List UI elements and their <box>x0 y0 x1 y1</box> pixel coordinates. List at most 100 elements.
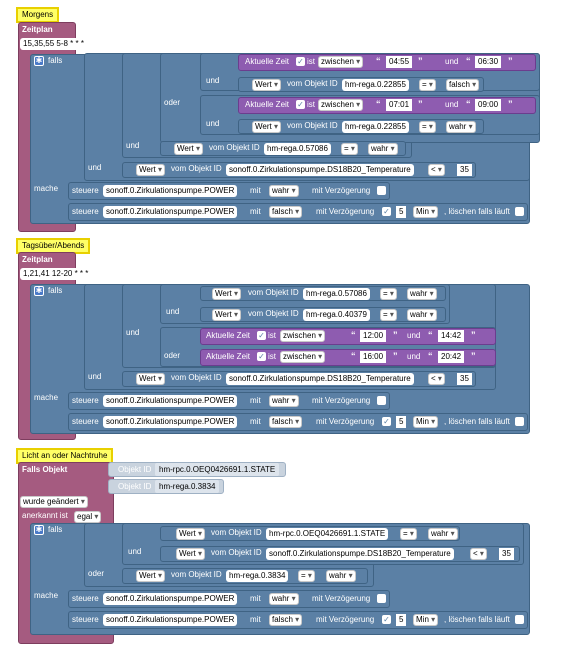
falls-label: falls <box>48 56 63 65</box>
object-id-field[interactable]: sonoff.0.Zirkulationspumpe.POWER <box>103 206 238 218</box>
unit-dropdown[interactable]: Min <box>413 614 439 626</box>
object-id-value[interactable]: hm-rpc.0.OEQ0426691.1.STATE <box>155 463 280 476</box>
value-dropdown[interactable]: wahr <box>269 593 299 605</box>
checkbox[interactable]: ✓ <box>257 352 266 361</box>
value-dropdown[interactable]: wahr <box>368 143 398 155</box>
object-id-field[interactable]: hm-rega.0.40379 <box>303 309 370 321</box>
gear-icon[interactable]: ✱ <box>34 56 44 66</box>
wert-dropdown[interactable]: Wert <box>212 288 241 300</box>
compare-dropdown[interactable]: < <box>428 373 445 385</box>
wert-dropdown[interactable]: Wert <box>252 79 281 91</box>
ack-dropdown[interactable]: egal <box>74 511 102 523</box>
compare-dropdown[interactable]: = <box>419 79 436 91</box>
time-from[interactable]: 04:55 <box>386 56 413 68</box>
time-to[interactable]: 14:42 <box>438 330 465 342</box>
time-from[interactable]: 12:00 <box>360 330 387 342</box>
time-to[interactable]: 09:00 <box>475 99 502 111</box>
value-dropdown[interactable]: falsch <box>269 206 303 218</box>
wert-dropdown[interactable]: Wert <box>176 548 205 560</box>
checkbox[interactable] <box>377 594 386 603</box>
gear-icon[interactable]: ✱ <box>34 525 44 535</box>
object-id-field[interactable]: sonoff.0.Zirkulationspumpe.DS18B20_Tempe… <box>266 548 454 560</box>
wert-dropdown[interactable]: Wert <box>252 121 281 133</box>
checkbox[interactable]: ✓ <box>296 100 305 109</box>
object-id-field[interactable]: sonoff.0.Zirkulationspumpe.DS18B20_Tempe… <box>226 373 414 385</box>
checkbox[interactable] <box>515 207 524 216</box>
number-field[interactable]: 35 <box>457 373 472 385</box>
time-to[interactable]: 06:30 <box>475 56 502 68</box>
time-compare-1[interactable] <box>200 328 496 345</box>
checkbox[interactable] <box>515 615 524 624</box>
object-id-field[interactable]: sonoff.0.Zirkulationspumpe.POWER <box>103 185 238 197</box>
vom-label: vom Objekt ID <box>171 373 222 382</box>
compare-dropdown[interactable]: = <box>400 528 417 540</box>
checkbox[interactable]: ✓ <box>382 207 391 216</box>
cron-field[interactable]: 15,35,55 5-8 * * * <box>20 38 90 50</box>
checkbox[interactable]: ✓ <box>382 615 391 624</box>
object-id-field[interactable]: sonoff.0.Zirkulationspumpe.POWER <box>103 395 238 407</box>
time-to[interactable]: 20:42 <box>438 351 465 363</box>
compare-dropdown[interactable]: = <box>380 309 397 321</box>
value-dropdown[interactable]: wahr <box>407 288 437 300</box>
wert-dropdown[interactable]: Wert <box>136 373 165 385</box>
time-from[interactable]: 16:00 <box>360 351 387 363</box>
op-dropdown[interactable]: zwischen <box>318 56 364 68</box>
delay-number[interactable]: 5 <box>396 614 407 626</box>
object-id-field[interactable]: hm-rega.0.57086 <box>264 143 331 155</box>
value-dropdown[interactable]: falsch <box>269 416 303 428</box>
value-dropdown[interactable]: falsch <box>446 79 480 91</box>
checkbox[interactable] <box>515 417 524 426</box>
checkbox[interactable]: ✓ <box>296 57 305 66</box>
steuere-label: steuere <box>72 594 99 603</box>
compare-dropdown[interactable]: = <box>341 143 358 155</box>
checkbox[interactable] <box>377 396 386 405</box>
wert-dropdown[interactable]: Wert <box>212 309 241 321</box>
op-dropdown[interactable]: zwischen <box>318 99 364 111</box>
time-from[interactable]: 07:01 <box>386 99 413 111</box>
value-dropdown[interactable]: wahr <box>269 185 299 197</box>
delay-number[interactable]: 5 <box>396 416 407 428</box>
value-dropdown[interactable]: wahr <box>269 395 299 407</box>
falls-label: falls <box>48 525 63 534</box>
unit-dropdown[interactable]: Min <box>413 206 439 218</box>
time-compare-2[interactable] <box>200 349 496 366</box>
number-field[interactable]: 35 <box>499 548 514 560</box>
object-id-field[interactable]: hm-rpc.0.OEQ0426691.1.STATE <box>266 528 389 540</box>
unit-dropdown[interactable]: Min <box>413 416 439 428</box>
compare-dropdown[interactable]: < <box>428 164 445 176</box>
object-id-field[interactable]: sonoff.0.Zirkulationspumpe.POWER <box>103 593 238 605</box>
compare-dropdown[interactable]: = <box>380 288 397 300</box>
delay-number[interactable]: 5 <box>396 206 407 218</box>
object-id-field[interactable]: sonoff.0.Zirkulationspumpe.POWER <box>103 614 238 626</box>
changed-dropdown[interactable]: wurde geändert <box>20 496 88 508</box>
wert-dropdown[interactable]: Wert <box>174 143 203 155</box>
number-field[interactable]: 35 <box>457 164 472 176</box>
gear-icon[interactable]: ✱ <box>34 286 44 296</box>
wert-dropdown[interactable]: Wert <box>136 164 165 176</box>
compare-dropdown[interactable]: = <box>419 121 436 133</box>
value-dropdown[interactable]: wahr <box>326 570 356 582</box>
object-id-field[interactable]: hm-rega.0.57086 <box>303 288 370 300</box>
object-id-field[interactable]: sonoff.0.Zirkulationspumpe.DS18B20_Tempe… <box>226 164 414 176</box>
op-dropdown[interactable]: zwischen <box>280 351 326 363</box>
open-quote-icon: “ <box>376 56 381 66</box>
wert-dropdown[interactable]: Wert <box>136 570 165 582</box>
compare-dropdown[interactable]: = <box>298 570 315 582</box>
value-dropdown[interactable]: falsch <box>269 614 303 626</box>
object-id-field[interactable]: hm-rega.0.22855 <box>342 121 409 133</box>
op-dropdown[interactable]: zwischen <box>280 330 326 342</box>
checkbox[interactable] <box>377 186 386 195</box>
object-id-value[interactable]: hm-rega.0.3834 <box>155 480 220 493</box>
close-quote-icon: ” <box>418 99 423 109</box>
value-dropdown[interactable]: wahr <box>446 121 476 133</box>
object-id-field[interactable]: sonoff.0.Zirkulationspumpe.POWER <box>103 416 238 428</box>
value-dropdown[interactable]: wahr <box>407 309 437 321</box>
checkbox[interactable]: ✓ <box>257 331 266 340</box>
compare-dropdown[interactable]: < <box>470 548 487 560</box>
wert-dropdown[interactable]: Wert <box>176 528 205 540</box>
cron-field[interactable]: 1,21,41 12-20 * * * <box>20 268 94 280</box>
value-dropdown[interactable]: wahr <box>428 528 458 540</box>
checkbox[interactable]: ✓ <box>382 417 391 426</box>
object-id-field[interactable]: hm-rega.0.3834 <box>226 570 289 582</box>
object-id-field[interactable]: hm-rega.0.22855 <box>342 79 409 91</box>
